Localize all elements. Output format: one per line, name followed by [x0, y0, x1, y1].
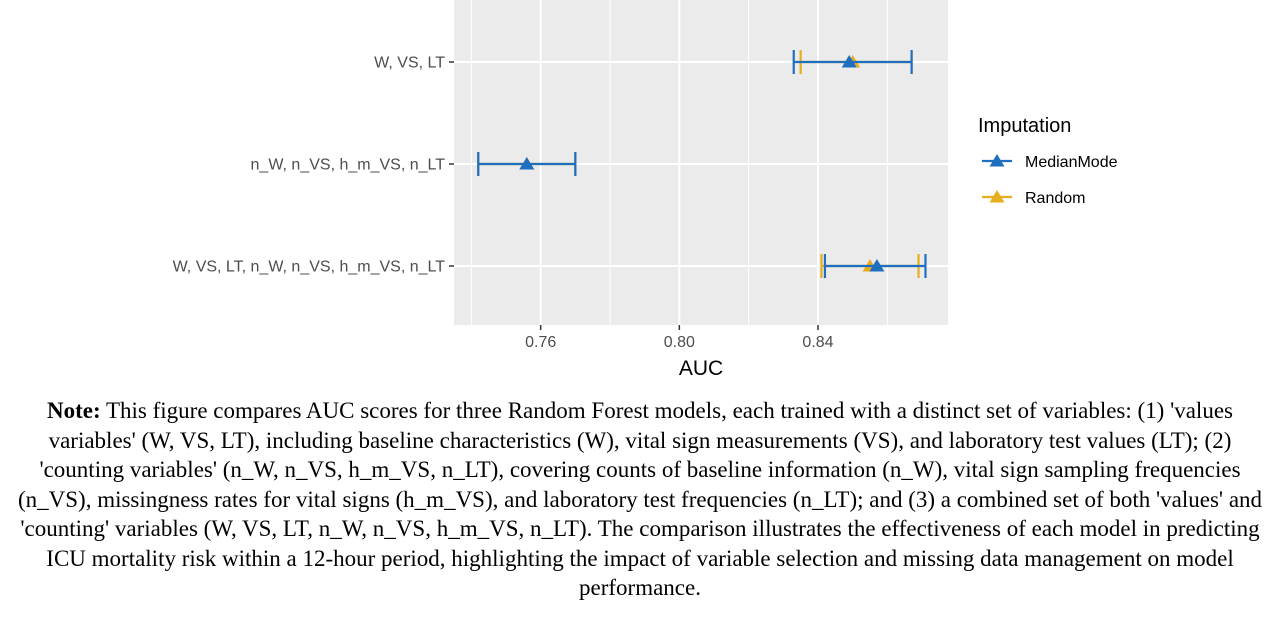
- y-tick-label: W, VS, LT, n_W, n_VS, h_m_VS, n_LT: [173, 259, 446, 276]
- y-axis: W, VS, LT n_W, n_VS, h_m_VS, n_LT W, VS, L…: [173, 55, 454, 276]
- legend-entry-label: Random: [1025, 190, 1085, 207]
- x-axis: 0.76 0.80 0.84: [525, 325, 834, 351]
- legend-key-triangle: [989, 190, 1005, 203]
- legend-entry-label: MedianMode: [1025, 154, 1118, 171]
- x-tick-label: 0.80: [664, 334, 695, 351]
- estimate-point: [519, 157, 535, 170]
- legend: Imputation MedianMode Random: [978, 115, 1118, 207]
- x-tick-label: 0.76: [525, 334, 556, 351]
- y-tick-label: W, VS, LT: [374, 55, 445, 72]
- grid-minor: [470, 0, 888, 325]
- legend-title: Imputation: [978, 115, 1071, 137]
- legend-key-triangle: [989, 154, 1005, 167]
- forest-plot: W, VS, LT n_W, n_VS, h_m_VS, n_LT W, VS, L…: [173, 0, 1118, 380]
- estimate-point: [869, 259, 885, 272]
- x-axis-label: AUC: [679, 357, 723, 380]
- y-tick-label: n_W, n_VS, h_m_VS, n_LT: [251, 157, 446, 174]
- data-marks: [477, 50, 927, 278]
- note-label: Note:: [47, 398, 101, 423]
- x-tick-label: 0.84: [802, 334, 833, 351]
- estimate-point: [841, 55, 857, 68]
- note-text: This figure compares AUC scores for thre…: [17, 398, 1263, 600]
- figure-note: Note: This figure compares AUC scores fo…: [0, 396, 1280, 603]
